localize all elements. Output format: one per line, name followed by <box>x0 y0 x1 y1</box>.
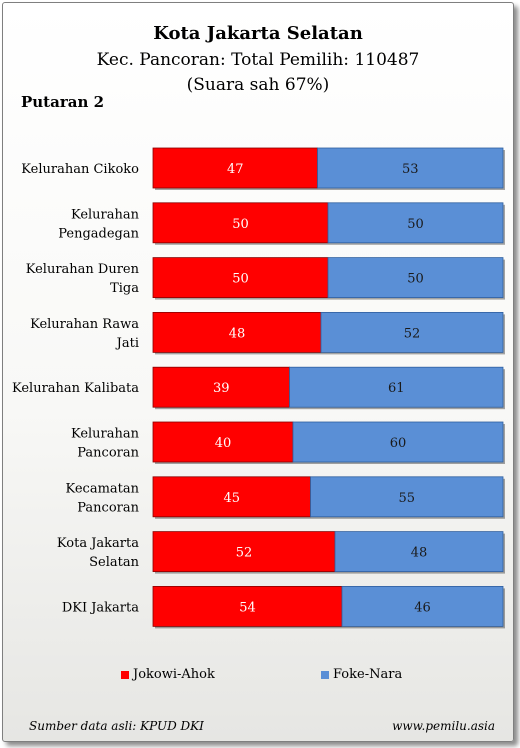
bar-series-2 <box>341 586 504 627</box>
data-label-series-1: 47 <box>227 162 244 177</box>
bar-series-1 <box>152 366 290 408</box>
round-label: Putaran 2 <box>21 93 105 111</box>
bar-series-2 <box>289 366 504 408</box>
legend-label-series-1: Jokowi-Ahok <box>133 667 215 682</box>
category-label: Kecamatan Pancoran <box>65 481 139 515</box>
bar-series-2 <box>292 421 504 463</box>
category-label: Kelurahan Rawa Jati <box>30 317 139 351</box>
data-label-series-1: 50 <box>232 272 249 287</box>
data-label-series-1: 40 <box>215 436 232 451</box>
data-label-series-1: 48 <box>229 326 246 341</box>
category-label: DKI Jakarta <box>62 600 139 615</box>
chart-card: Kota Jakarta Selatan Kec. Pancoran: Tota… <box>2 2 514 742</box>
data-label-series-2: 55 <box>398 491 415 506</box>
data-label-series-2: 50 <box>407 217 424 232</box>
bar-series-1 <box>152 586 343 627</box>
category-label: Kota Jakarta Selatan <box>57 536 140 570</box>
site-url: www.pemilu.asia <box>392 719 495 733</box>
category-label: Kelurahan Pancoran <box>71 427 140 461</box>
data-label-series-1: 52 <box>236 546 253 561</box>
bar-series-1 <box>152 202 329 244</box>
legend-swatch-series-2 <box>321 670 329 679</box>
category-label: Kelurahan Cikoko <box>21 162 139 177</box>
bar-series-2 <box>327 202 504 244</box>
bar-series-1 <box>152 147 318 189</box>
category-label: Kelurahan Pengadegan <box>58 207 139 241</box>
data-label-series-2: 52 <box>404 326 421 341</box>
bar-series-2 <box>334 531 504 572</box>
source-note: Sumber data asli: KPUD DKI <box>29 719 204 733</box>
stacked-bar-chart: 47 53 Kelurahan Cikoko 50 50 Kelurahan Pengade… <box>12 147 505 629</box>
bar-series-2 <box>327 257 504 299</box>
category-label: Kelurahan Kalibata <box>12 381 139 396</box>
bar-series-2 <box>320 311 504 353</box>
bar-series-1 <box>152 476 311 518</box>
legend-item-series-2: Foke-Nara <box>321 667 402 682</box>
bar-series-1 <box>152 311 322 353</box>
data-label-series-2: 46 <box>414 600 431 615</box>
data-label-series-1: 50 <box>232 217 249 232</box>
legend-label-series-2: Foke-Nara <box>333 667 403 682</box>
category-label: Kelurahan Duren Tiga <box>26 262 140 296</box>
data-label-series-2: 53 <box>402 162 419 177</box>
data-label-series-1: 45 <box>223 491 240 506</box>
chart-note: (Suara sah 67%) <box>186 75 330 95</box>
data-label-series-1: 54 <box>239 600 256 615</box>
data-label-series-2: 61 <box>388 381 405 396</box>
legend-swatch-series-1 <box>121 670 129 679</box>
bar-series-1 <box>152 421 294 463</box>
legend-item-series-1: Jokowi-Ahok <box>121 667 215 682</box>
data-label-series-2: 48 <box>411 546 428 561</box>
bar-series-2 <box>310 476 504 518</box>
data-label-series-1: 39 <box>213 381 230 396</box>
data-label-series-2: 60 <box>390 436 407 451</box>
chart-subtitle: Kec. Pancoran: Total Pemilih: 110487 <box>96 50 420 70</box>
data-label-series-2: 50 <box>407 272 424 287</box>
chart-title: Kota Jakarta Selatan <box>153 23 363 44</box>
bar-series-2 <box>317 147 504 189</box>
